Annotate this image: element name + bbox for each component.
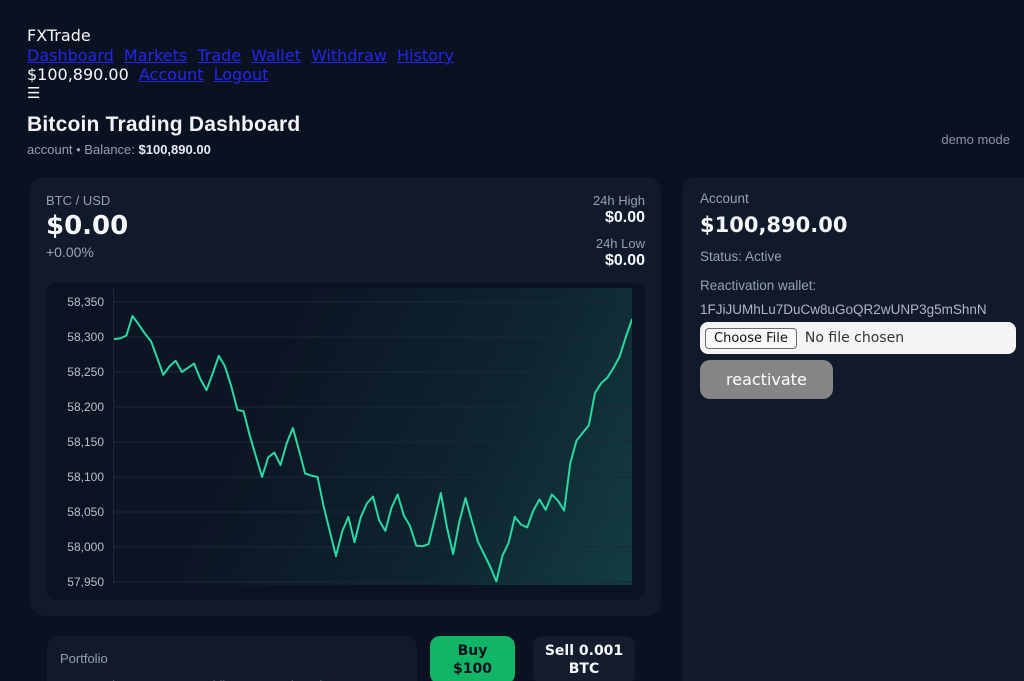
buy-button[interactable]: Buy $100 [430,636,515,681]
y-axis-tick-label: 58,050 [67,505,104,520]
reactivate-button[interactable]: reactivate [700,360,833,400]
low-label: 24h Low [595,236,645,252]
left-column: BTC / USD $0.00 +0.00% 24h High $0.00 24… [30,177,661,681]
portfolio-title: Portfolio [60,651,108,667]
y-axis-tick-label: 58,100 [67,470,104,485]
y-axis-tick-label: 58,300 [67,330,104,345]
main-nav: Dashboard Markets Trade Wallet Withdraw … [27,46,1024,66]
account-balance: $100,890.00 [700,213,848,238]
high-label: 24h High [592,193,645,209]
account-status: Status: Active [700,249,782,265]
account-card: Account $100,890.00 Status: Active React… [682,177,1024,681]
portfolio-card: Portfolio USD Cash $100,890.00 BTC Holdi… [47,636,417,681]
y-axis-tick-label: 57,950 [67,575,104,590]
nav-link-wallet[interactable]: Wallet [251,45,301,65]
y-axis-tick-label: 58,250 [67,365,104,380]
main-content: BTC / USD $0.00 +0.00% 24h High $0.00 24… [0,157,1024,681]
brand-logo: FXTrade [27,26,91,45]
price-change: +0.00% [46,244,94,261]
low-value: $0.00 [604,252,645,270]
nav-link-dashboard[interactable]: Dashboard [27,45,114,65]
file-upload-input[interactable]: Choose File No file chosen [700,322,1016,355]
subtitle-balance: $100,890.00 [138,142,211,158]
high-value: $0.00 [604,209,645,227]
demo-mode-badge: demo mode [941,132,1010,148]
y-axis-tick-label: 58,150 [67,435,104,450]
page-subtitle: account • Balance: $100,890.00 [27,142,211,158]
title-bar: Bitcoin Trading Dashboard account • Bala… [0,101,1024,157]
file-status-text: No file chosen [804,330,905,347]
portfolio-total-equity: Total Equity $100,890.00 [267,679,353,681]
account-row: $100,890.00 Account Logout [27,65,1024,85]
nav-link-logout[interactable]: Logout [213,65,269,85]
market-card: BTC / USD $0.00 +0.00% 24h High $0.00 24… [30,177,661,617]
portfolio-usd-cash: USD Cash $100,890.00 [60,679,146,681]
bottom-row: Portfolio USD Cash $100,890.00 BTC Holdi… [30,636,661,681]
nav-link-account[interactable]: Account [138,65,204,85]
price-chart: 58,350 58,300 58,250 58,200 58,150 58,100 58,0… [46,283,645,601]
nav-balance: $100,890.00 [27,65,129,85]
wallet-address: 1FJiJUMhLu7DuCw8uGoQR2wUNP3g5mShnN [700,302,987,318]
choose-file-button[interactable]: Choose File [705,327,797,349]
y-axis-tick-label: 58,350 [67,295,104,310]
nav-link-trade[interactable]: Trade [197,45,242,65]
chart-plot-area [113,288,632,586]
current-price: $0.00 [46,211,129,242]
top-nav: FXTrade Dashboard Markets Trade Wallet W… [0,0,1024,101]
nav-link-history[interactable]: History [397,45,454,65]
sell-button[interactable]: Sell 0.001 BTC [533,636,635,681]
pair-label: BTC / USD [46,193,111,209]
hamburger-menu-icon[interactable]: ☰ [27,83,41,102]
price-line-chart [114,301,632,583]
page-title: Bitcoin Trading Dashboard [27,113,301,137]
trade-buttons: Buy $100 Sell 0.001 BTC add [430,636,635,681]
y-axis-tick-label: 58,200 [67,400,104,415]
portfolio-btc-holdings: BTC Holdings 0.000000 [168,679,245,681]
wallet-label: Reactivation wallet: [700,278,817,294]
y-axis-tick-label: 58,000 [67,540,104,555]
nav-link-withdraw[interactable]: Withdraw [310,45,387,65]
account-title: Account [700,191,749,207]
nav-link-markets[interactable]: Markets [123,45,188,65]
